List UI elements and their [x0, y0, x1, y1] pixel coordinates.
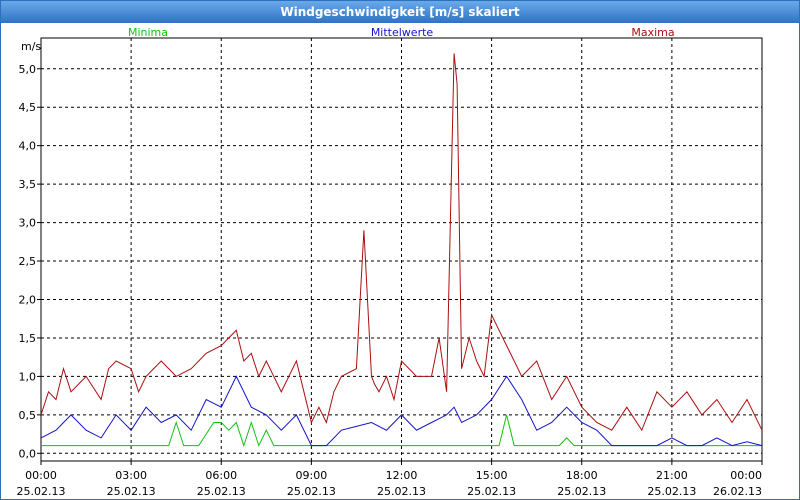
y-tick-label: 3,5	[19, 178, 37, 191]
wind-speed-chart: 0,0 0,5 1,0 1,5 2,0 2,5 3,0 3,5 4,0 4,5 5,0 m/s 00:0…	[17, 26, 763, 498]
x-tick-time: 09:00	[296, 469, 328, 482]
x-tick-date: 25.02.13	[107, 485, 156, 498]
x-tick-date: 25.02.13	[377, 485, 426, 498]
x-tick-date: 25.02.13	[557, 485, 606, 498]
x-tick-date: 25.02.13	[467, 485, 516, 498]
y-tick-label: 4,0	[19, 140, 37, 153]
y-tick-label: 1,0	[19, 370, 37, 383]
y-tick-label: 2,5	[19, 255, 37, 268]
y-tick-label: 1,5	[19, 332, 37, 345]
legend-minima: Minima	[128, 26, 168, 39]
window-title: Windgeschwindigkeit [m/s] skaliert	[1, 1, 799, 23]
y-tick-label: 3,0	[19, 217, 37, 230]
x-tick-time: 15:00	[476, 469, 508, 482]
x-tick-time: 00:00	[730, 469, 762, 482]
x-tick-time: 18:00	[566, 469, 598, 482]
y-tick-label: 0,0	[19, 447, 37, 460]
x-tick-time: 12:00	[386, 469, 418, 482]
x-tick-date: 25.02.13	[287, 485, 336, 498]
x-tick-time: 03:00	[115, 469, 147, 482]
x-tick-time: 00:00	[25, 469, 57, 482]
y-tick-label: 2,0	[19, 293, 37, 306]
y-tick-label: 5,0	[19, 63, 37, 76]
y-tick-label: 0,5	[19, 409, 37, 422]
legend-maxima: Maxima	[631, 26, 674, 39]
series-line-mittelwerte	[40, 375, 763, 447]
x-tick-date: 25.02.13	[197, 485, 246, 498]
x-tick-date: 25.02.13	[17, 485, 66, 498]
series-line-maxima	[40, 53, 763, 432]
x-tick-date: 25.02.13	[647, 485, 696, 498]
x-tick-time: 21:00	[656, 469, 688, 482]
series-line-minima	[41, 414, 762, 448]
x-tick-date: 26.02.13	[713, 485, 762, 498]
legend-mittelwerte: Mittelwerte	[371, 26, 434, 39]
y-axis-label: m/s	[21, 40, 41, 53]
x-tick-time: 06:00	[205, 469, 237, 482]
y-tick-label: 4,5	[19, 101, 37, 114]
